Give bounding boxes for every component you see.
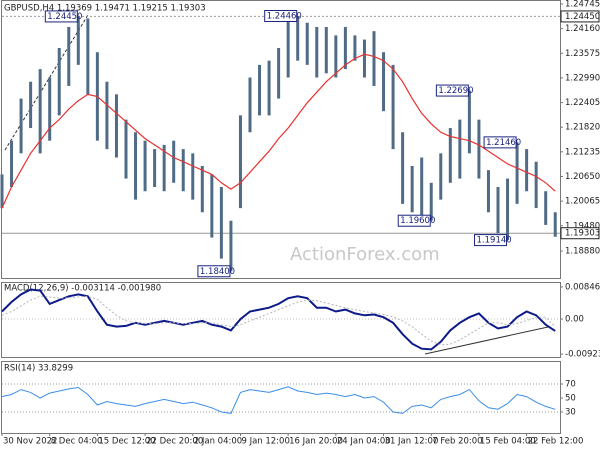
price-label-box (560, 227, 600, 240)
annotation-box (474, 234, 508, 247)
x-tick-label: 30 Nov 2022 (3, 437, 57, 447)
watermark: ActionForex.com (290, 244, 440, 265)
price-label: 1.24450 (565, 12, 600, 22)
annotation-box (44, 10, 78, 23)
x-tick-label: 22 Feb 12:00 (528, 437, 584, 447)
annotation-label: 1.24460 (267, 12, 302, 22)
macd-trend-line (424, 326, 549, 355)
trend-line (4, 14, 89, 151)
y-tick-label: 1.22990 (565, 73, 600, 83)
y-tick-label: 0.008467 (565, 282, 600, 292)
annotation-label: 1.19140 (477, 236, 512, 246)
price-label-box (560, 10, 600, 23)
x-tick-label: 16 Jan 20:00 (289, 437, 343, 447)
annotation-label: 1.18400 (200, 267, 235, 277)
price-label: 1.19303 (565, 229, 600, 239)
rsi-title: RSI(14) 33.8299 (4, 364, 73, 374)
moving-average (1, 53, 556, 209)
y-tick-label: 1.23575 (565, 49, 600, 59)
x-tick-label: 9 Jan 12:00 (241, 437, 289, 447)
series-line (1, 295, 556, 346)
annotation-box (264, 10, 298, 23)
x-tick-label: 24 Jan 04:00 (337, 437, 391, 447)
y-tick-label: 1.20650 (565, 172, 600, 182)
x-tick-label: 15 Dec 12:00 (98, 437, 155, 447)
y-tick-label: 1.24160 (565, 24, 600, 34)
series-line (1, 288, 556, 351)
y-tick-label: 1.21820 (565, 123, 600, 133)
annotation-box (483, 136, 517, 149)
annotation-label: 1.22690 (438, 86, 473, 96)
x-tick-label: 22 Dec 20:00 (146, 437, 203, 447)
x-tick-label: 8 Dec 04:00 (51, 437, 103, 447)
y-tick-label: 1.21235 (565, 147, 600, 157)
x-tick-label: 31 Jan 12:00 (385, 437, 439, 447)
price-title: GBPUSD,H4 1.19369 1.19471 1.19215 1.1930… (4, 4, 206, 14)
annotation-label: 1.21460 (486, 138, 521, 148)
y-tick-label: 50 (565, 394, 576, 404)
series-line (1, 386, 556, 414)
y-tick-label: 1.24745 (565, 0, 600, 10)
y-tick-label: 1.22405 (565, 98, 600, 108)
y-tick-label: 70 (565, 380, 576, 390)
y-tick-label: -0.009233 (565, 350, 600, 360)
y-tick-label: 1.19480 (565, 221, 600, 231)
y-tick-label: 0.00 (565, 315, 584, 325)
annotation-box (197, 265, 231, 278)
annotation-label: 1.19600 (400, 216, 435, 226)
annotation-label: 1.24450 (47, 12, 82, 22)
macd-panel (1, 282, 561, 358)
x-tick-label: 2 Jan 04:00 (194, 437, 242, 447)
y-tick-label: 1.18880 (565, 247, 600, 257)
annotation-box (397, 214, 431, 227)
x-tick-label: 15 Feb 04:00 (480, 437, 536, 447)
macd-title: MACD(12,26,9) -0.003114 -0.001980 (4, 284, 161, 294)
annotation-box (435, 84, 469, 97)
y-tick-label: 30 (565, 408, 576, 418)
y-tick-label: 1.20065 (565, 197, 600, 207)
price-panel (1, 0, 561, 279)
x-tick-label: 7 Feb 20:00 (432, 437, 482, 447)
